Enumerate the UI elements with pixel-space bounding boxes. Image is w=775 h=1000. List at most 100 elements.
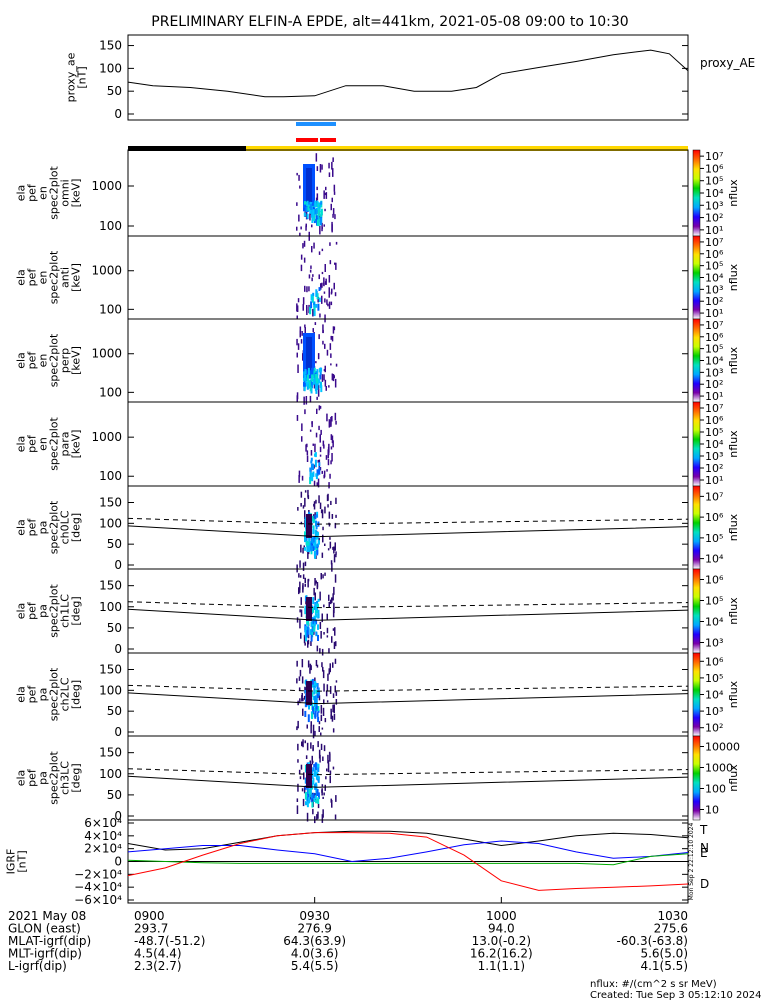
flux-pixel (318, 721, 321, 725)
flux-pixel (302, 353, 304, 361)
flux-pixel (326, 299, 328, 305)
flux-pixel (323, 470, 326, 478)
flux-pixel (308, 545, 310, 553)
flux-pixel (314, 200, 317, 208)
flux-pixel (314, 322, 317, 325)
ylabel-line: para (59, 432, 72, 457)
flux-pixel (328, 482, 330, 489)
flux-pixel (320, 705, 323, 714)
flux-pixel (300, 503, 302, 507)
flux-pixel (306, 286, 308, 293)
flux-pixel (328, 601, 330, 608)
flux-pixel (316, 219, 319, 226)
flux-pixel (297, 298, 300, 303)
flux-pixel (323, 792, 325, 796)
ylabel-line: [deg] (70, 680, 83, 709)
flux-pixel (327, 548, 330, 551)
igrf-line-E (127, 853, 689, 866)
flux-pixel (335, 363, 338, 367)
colorbar-label: nflux (727, 513, 740, 541)
flux-pixel (315, 609, 318, 613)
flux-pixel (314, 730, 316, 736)
colorbar-tick-label: 10³ (705, 199, 723, 212)
flux-pixel (296, 805, 299, 814)
flux-pixel (300, 764, 303, 770)
y-tick-label: 100 (99, 683, 122, 697)
flux-pixel (330, 798, 332, 803)
flux-pixel (316, 396, 318, 400)
y-tick-label: 1000 (91, 264, 122, 278)
flux-pixel (331, 715, 334, 722)
flux-pixel (331, 221, 333, 231)
flux-pixel (301, 676, 304, 684)
flux-pixel (335, 795, 337, 802)
flux-pixel (317, 385, 320, 390)
flux-pixel (326, 635, 329, 638)
flux-pixel (322, 670, 325, 679)
ylabel-line: perp (59, 348, 72, 373)
flux-pixel (321, 662, 323, 668)
flux-pixel (307, 631, 310, 639)
flux-pixel (333, 184, 336, 192)
ylabel-line: ela (15, 436, 28, 453)
y-tick-label: 0 (114, 558, 122, 572)
flux-pixel (317, 208, 320, 216)
flux-pixel (299, 581, 301, 590)
flux-pixel (298, 687, 301, 691)
flux-pixel (315, 580, 317, 584)
flux-pixel (320, 283, 322, 290)
flux-pixel (317, 767, 320, 772)
flux-pixel (313, 518, 316, 523)
flux-pixel (319, 381, 322, 388)
flux-pixel (322, 666, 324, 672)
colorbar-tick-label: 10 (705, 804, 719, 817)
ylabel-line: pef (26, 434, 39, 453)
y-tick-label: 100 (99, 767, 122, 781)
flux-pixel (317, 694, 320, 698)
footer-row-value: 1030 (657, 909, 688, 923)
flux-pixel (315, 153, 318, 162)
flux-pixel (320, 732, 322, 736)
flux-pixel (299, 698, 301, 704)
flux-pixel (297, 783, 299, 792)
flux-pixel (321, 222, 323, 232)
flux-pixel (300, 521, 303, 525)
flux-pixel (322, 534, 324, 543)
flux-pixel (311, 246, 313, 253)
flux-pixel (313, 464, 315, 469)
flux-pixel (304, 740, 306, 744)
flux-pixel (296, 660, 298, 667)
flux-pixel (317, 353, 320, 360)
flux-pixel (313, 793, 316, 796)
flux-pixel (333, 191, 336, 195)
colorbar-label: nflux (727, 263, 740, 291)
flux-pixel (312, 471, 315, 477)
flux-pixel (316, 582, 319, 588)
flux-pixel (308, 537, 311, 545)
colorbar-tick-label: 10⁴ (705, 272, 724, 285)
flux-pixel (315, 361, 317, 364)
flux-pixel (315, 499, 317, 504)
flux-pixel (332, 326, 335, 334)
y-tick-label: 0 (114, 725, 122, 739)
flux-pixel (319, 621, 322, 629)
ylabel-line: pef (26, 685, 39, 704)
flux-pixel (332, 628, 335, 631)
colorbar-label: nflux (727, 764, 740, 792)
spectrogram-axes-8 (127, 735, 689, 821)
flux-pixel (328, 523, 331, 527)
flux-pixel (318, 202, 321, 207)
flux-pixel (301, 423, 303, 431)
flux-pixel (312, 617, 315, 625)
flux-pixel (318, 425, 320, 431)
flux-pixel (318, 287, 321, 291)
flux-pixel (304, 596, 307, 602)
flux-pixel (319, 226, 321, 235)
flux-pixel (321, 164, 323, 170)
colorbar-tick-label: 10⁵ (705, 343, 723, 356)
flux-pixel (313, 622, 316, 627)
y-tick-label: 1000 (91, 347, 122, 361)
flux-pixel (306, 724, 308, 729)
flux-pixel (332, 609, 335, 618)
flux-pixel (323, 632, 325, 635)
